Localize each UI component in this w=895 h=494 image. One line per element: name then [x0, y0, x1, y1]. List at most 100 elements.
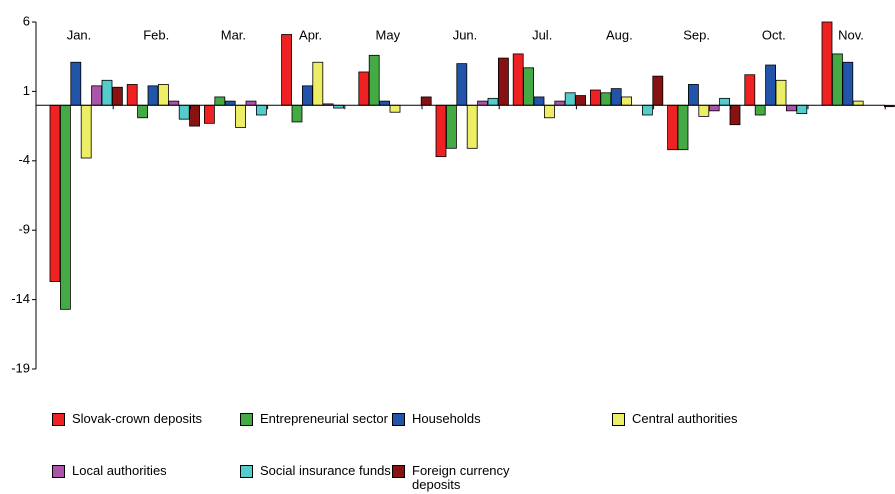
- bar: [157, 84, 169, 106]
- y-tick-label: -14: [11, 291, 30, 306]
- bar: [554, 100, 566, 106]
- y-tick-label: 1: [23, 83, 30, 98]
- x-tick-label: Feb.: [143, 27, 169, 42]
- bar: [49, 104, 61, 282]
- bar: [301, 85, 313, 106]
- bar: [512, 53, 524, 106]
- y-tick-label: 6: [23, 13, 30, 28]
- bar: [70, 61, 82, 106]
- bar: [821, 21, 833, 106]
- bar: [60, 104, 71, 310]
- bar: [775, 79, 787, 106]
- bar: [652, 75, 664, 106]
- legend-swatch: [240, 413, 253, 426]
- legend-item: Slovak-crown deposits: [52, 412, 252, 426]
- bar: [255, 104, 267, 116]
- bar: [832, 53, 843, 106]
- bar: [445, 104, 457, 149]
- bar: [420, 96, 432, 106]
- bar: [590, 89, 601, 106]
- legend-label: Central authorities: [632, 411, 738, 426]
- y-tick-label: -4: [18, 152, 30, 167]
- bar: [621, 96, 632, 106]
- bar: [842, 61, 854, 106]
- bar: [126, 84, 138, 106]
- bar: [642, 104, 653, 116]
- bar: [544, 104, 555, 119]
- legend-label: Local authorities: [72, 463, 167, 478]
- bar: [497, 57, 509, 106]
- x-tick-label: Nov.: [838, 27, 864, 42]
- x-tick-label: May: [376, 27, 401, 42]
- bar: [796, 104, 808, 115]
- bar: [667, 104, 678, 151]
- bar: [719, 97, 730, 106]
- legend-item: Social insurance funds: [240, 464, 440, 478]
- legend-item: Central authorities: [612, 412, 812, 426]
- legend-swatch: [240, 465, 253, 478]
- bar: [312, 61, 324, 106]
- bar: [137, 104, 149, 119]
- bar: [765, 64, 776, 106]
- legend-item: Foreign currency deposits: [392, 464, 522, 492]
- bar: [80, 104, 92, 159]
- legend-label: Slovak-crown deposits: [72, 411, 203, 426]
- bar: [235, 104, 247, 128]
- bar: [389, 104, 401, 113]
- bar: [466, 104, 478, 149]
- bar: [575, 95, 586, 106]
- bar: [708, 104, 720, 112]
- bar: [168, 100, 180, 106]
- bar: [600, 92, 612, 106]
- x-tick-label: Apr.: [299, 27, 322, 42]
- legend-label: Social insurance funds: [260, 463, 391, 478]
- x-tick-label: Jul.: [532, 27, 552, 42]
- x-tick-label: Oct.: [762, 27, 786, 42]
- bar: [786, 104, 797, 112]
- bar: [744, 74, 756, 106]
- bar: [368, 54, 380, 106]
- bar: [523, 67, 534, 106]
- bar: [214, 96, 226, 106]
- y-tick-label: -9: [18, 222, 30, 237]
- bar: [698, 104, 710, 117]
- legend-label: Entrepreneurial sector: [260, 411, 388, 426]
- bar: [477, 100, 489, 106]
- bar: [178, 104, 190, 120]
- y-tick-label: -19: [11, 360, 30, 375]
- legend-item: Local authorities: [52, 464, 252, 478]
- bar: [224, 100, 236, 106]
- bar: [754, 104, 766, 116]
- bar: [533, 96, 545, 106]
- legend-label: Households: [412, 411, 481, 426]
- bar: [281, 34, 293, 106]
- bar: [688, 84, 699, 106]
- bar: [189, 104, 201, 127]
- bar: [487, 97, 499, 106]
- x-tick-label: Aug.: [606, 27, 633, 42]
- bar: [677, 104, 689, 151]
- bar: [884, 104, 895, 108]
- plot-area: -19 -14 -9 -4 1 6 Jan. Feb. Mar. Apr. May Jun. Jul. A…: [11, 13, 895, 375]
- bar: [379, 100, 391, 106]
- legend-swatch: [52, 413, 65, 426]
- x-tick-label: Jan.: [67, 27, 92, 42]
- bar: [729, 104, 741, 126]
- legend-swatch: [52, 465, 65, 478]
- x-tick-label: Sep.: [683, 27, 710, 42]
- bar: [564, 92, 576, 106]
- x-tick-label: Mar.: [221, 27, 246, 42]
- bar: [852, 100, 864, 106]
- legend-swatch: [612, 413, 625, 426]
- bar: [435, 104, 447, 158]
- bar: [610, 88, 622, 106]
- legend-label: Foreign currency deposits: [412, 463, 510, 492]
- bar: [358, 71, 370, 106]
- bar: [245, 100, 257, 106]
- legend-swatch: [392, 413, 405, 426]
- legend-swatch: [392, 465, 405, 478]
- x-tick-label: Jun.: [453, 27, 478, 42]
- bar: [112, 86, 123, 106]
- bar: [291, 104, 303, 123]
